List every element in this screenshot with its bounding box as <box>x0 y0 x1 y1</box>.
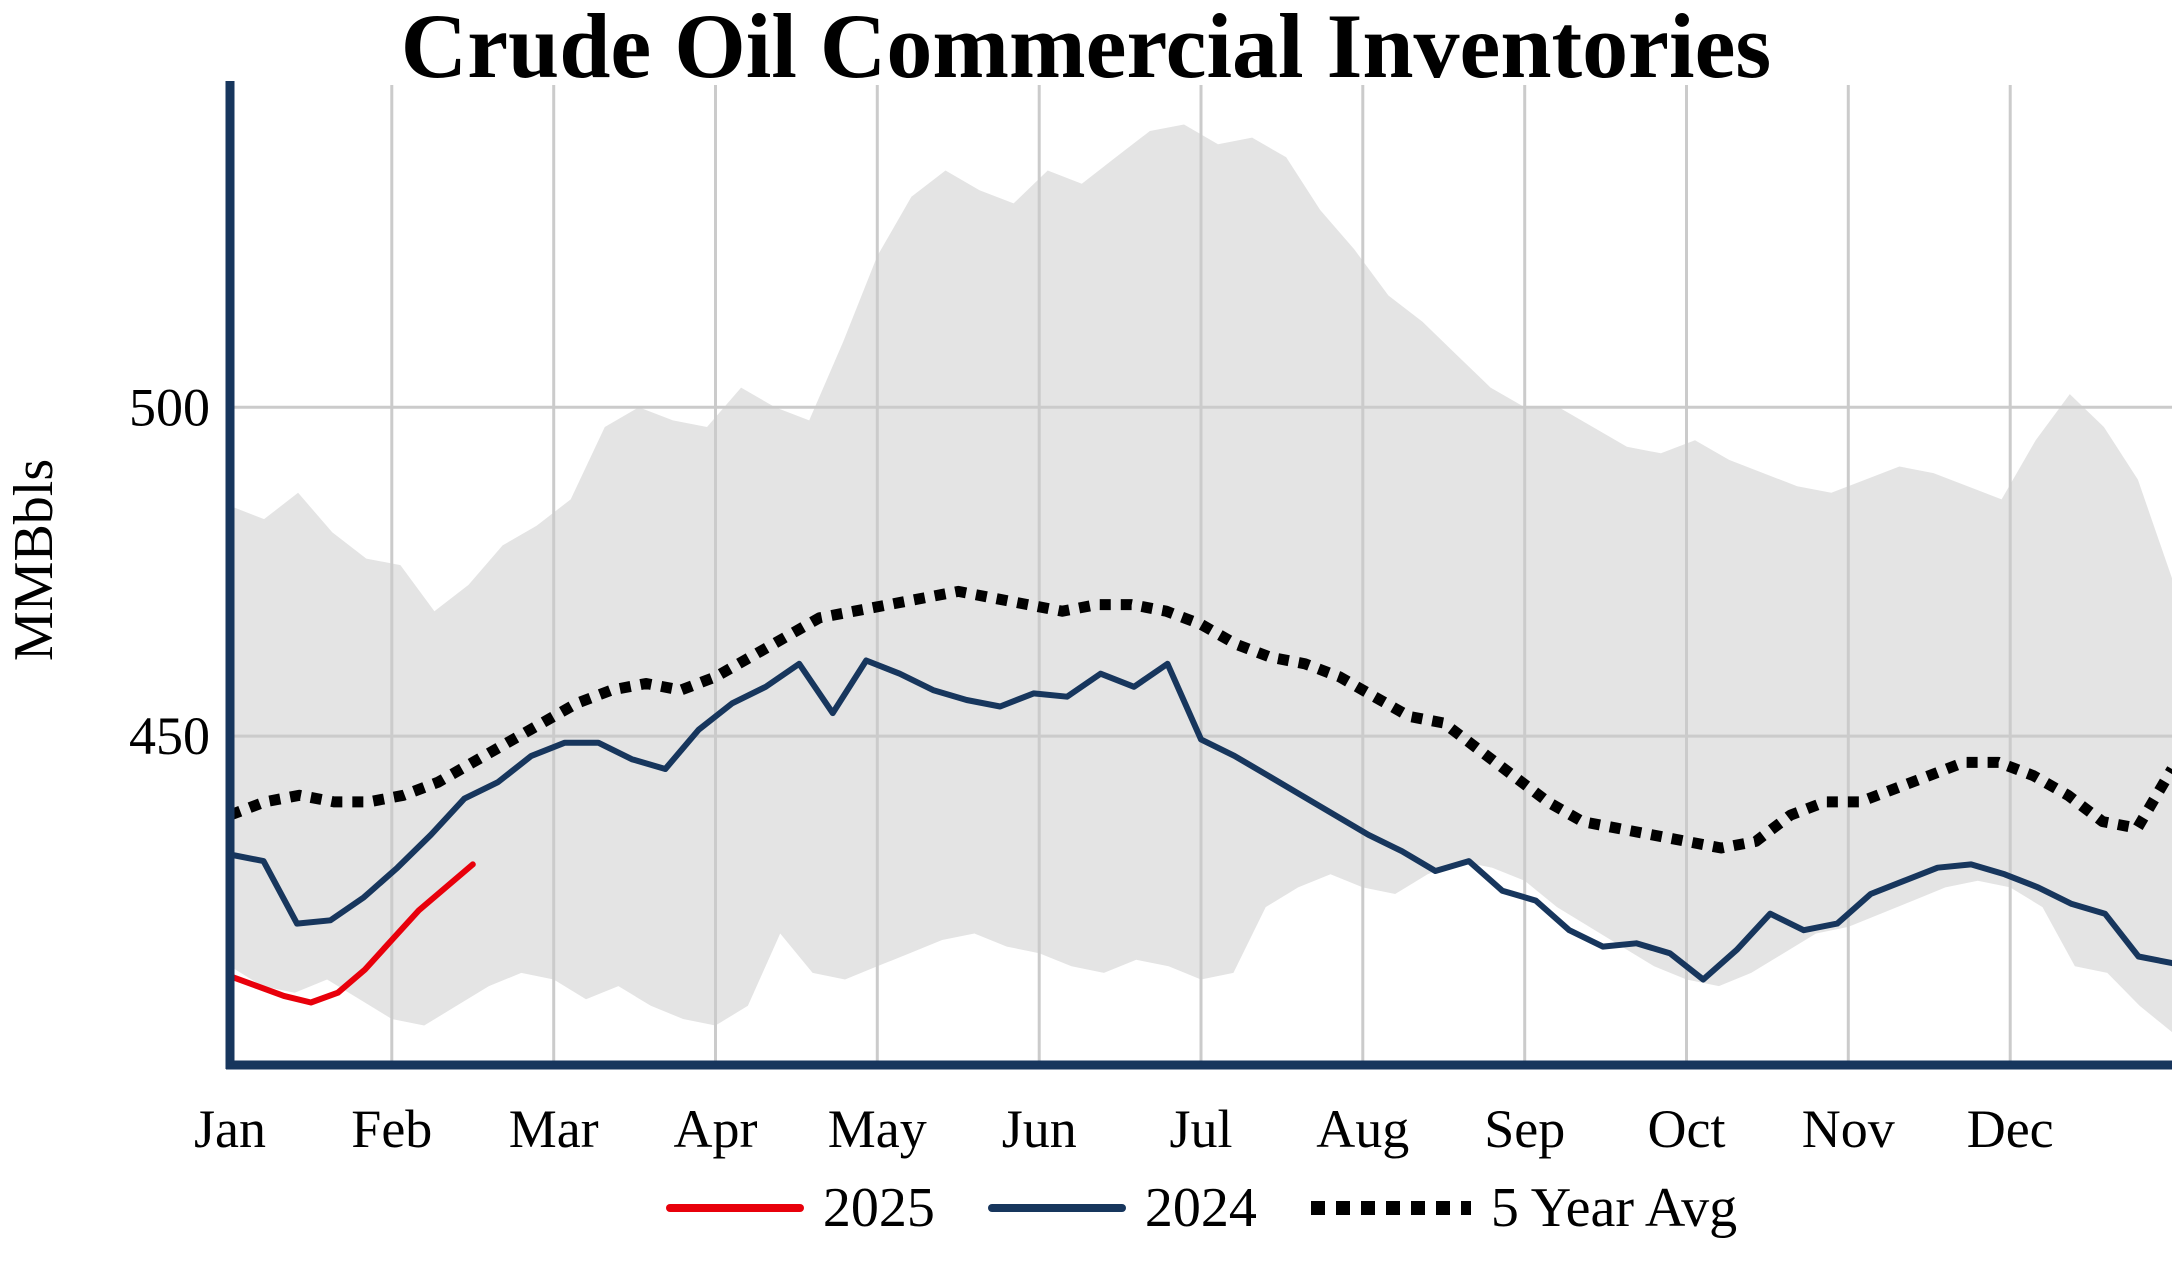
x-tick-label: Nov <box>1802 1099 1895 1159</box>
legend-label-5-year-avg: 5 Year Avg <box>1490 1177 1738 1239</box>
legend-key-2025 <box>665 1204 804 1212</box>
x-tick-label: Apr <box>674 1099 758 1159</box>
series-line-2025 <box>227 861 476 1006</box>
series-line-2024 <box>227 657 2172 983</box>
legend-label-2024: 2024 <box>1144 1177 1257 1239</box>
chart-legend: 2025 2024 5 Year Avg <box>230 1176 2172 1240</box>
x-tick-label: Aug <box>1316 1099 1409 1159</box>
y-tick-label: 500 <box>129 377 210 437</box>
legend-item-2024: 2024 <box>987 1176 1257 1240</box>
x-tick-label: Oct <box>1648 1099 1726 1159</box>
x-tick-label: Feb <box>351 1099 432 1159</box>
x-tick-label: Mar <box>509 1099 599 1159</box>
legend-item-2025: 2025 <box>665 1176 935 1240</box>
x-tick-label: Sep <box>1484 1099 1565 1159</box>
x-tick-label: May <box>828 1099 927 1159</box>
legend-label-2025: 2025 <box>822 1177 935 1239</box>
legend-key-5-year-avg <box>1310 1201 1471 1215</box>
x-tick-label: Jan <box>194 1099 266 1159</box>
y-axis-title: MMBbls <box>3 459 65 661</box>
series-line-5-year-avg <box>228 585 2172 854</box>
x-tick-label: Dec <box>1967 1099 2054 1159</box>
chart-title: Crude Oil Commercial Inventories <box>400 0 1772 97</box>
x-tick-label: Jun <box>1002 1099 1077 1159</box>
y-tick-label: 450 <box>129 706 210 766</box>
legend-key-2024 <box>987 1204 1126 1212</box>
legend-item-5-year-avg: 5 Year Avg <box>1309 1176 1737 1240</box>
x-tick-label: Jul <box>1169 1099 1232 1159</box>
